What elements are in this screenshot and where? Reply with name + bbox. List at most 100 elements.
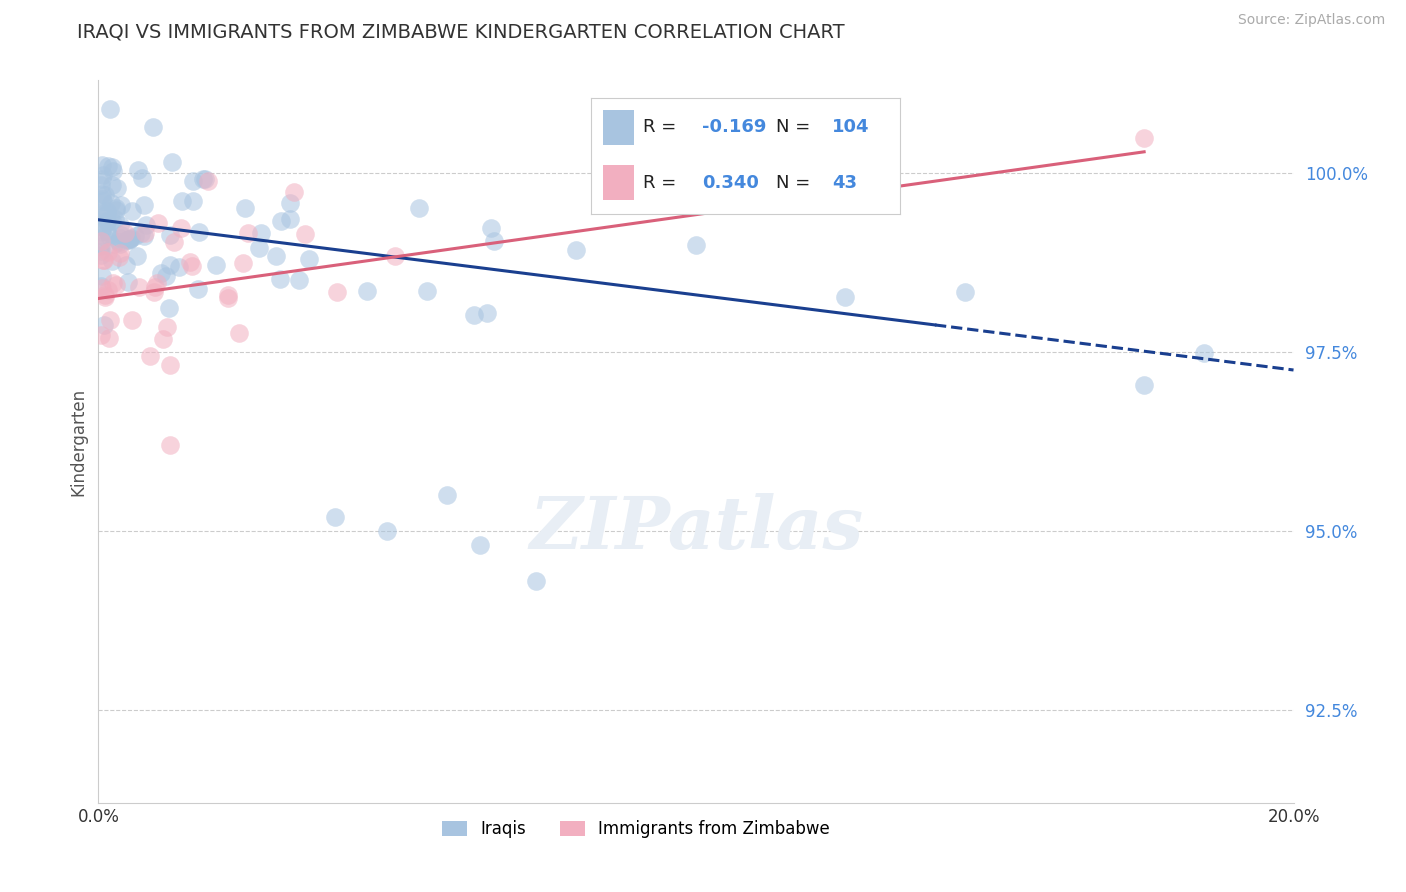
Point	[278, 195, 301, 210]
Point	[118, 233, 141, 247]
Point	[298, 252, 321, 266]
Point	[139, 349, 162, 363]
Point	[194, 171, 217, 186]
Point	[356, 284, 378, 298]
Point	[159, 438, 181, 452]
Point	[408, 201, 430, 215]
Point	[90, 248, 112, 262]
Point	[121, 203, 143, 218]
Point	[100, 195, 122, 210]
Point	[105, 277, 128, 292]
Point	[93, 230, 115, 244]
Point	[90, 239, 112, 253]
Point	[326, 285, 349, 299]
Point	[270, 214, 292, 228]
Point	[93, 253, 115, 268]
Point	[91, 168, 114, 182]
Point	[323, 509, 346, 524]
Point	[90, 234, 112, 248]
Point	[468, 538, 491, 552]
Point	[565, 243, 588, 257]
Point	[127, 162, 149, 177]
Point	[524, 574, 547, 588]
Text: N =: N =	[776, 118, 810, 136]
Point	[101, 214, 124, 228]
Point	[91, 269, 114, 284]
Point	[159, 258, 181, 272]
Point	[90, 279, 112, 293]
Point	[91, 194, 114, 208]
Point	[118, 232, 141, 246]
Point	[108, 235, 131, 249]
Point	[294, 227, 316, 241]
Point	[187, 225, 209, 239]
Point	[114, 226, 136, 240]
Text: Source: ZipAtlas.com: Source: ZipAtlas.com	[1237, 13, 1385, 28]
Point	[249, 227, 271, 241]
Point	[228, 326, 250, 341]
Point	[233, 201, 256, 215]
Text: R =: R =	[643, 174, 676, 192]
Point	[96, 159, 118, 173]
Point	[436, 488, 458, 502]
Point	[96, 214, 118, 228]
Point	[120, 231, 142, 245]
Point	[159, 358, 181, 372]
Text: IRAQI VS IMMIGRANTS FROM ZIMBABWE KINDERGARTEN CORRELATION CHART: IRAQI VS IMMIGRANTS FROM ZIMBABWE KINDER…	[77, 22, 845, 41]
Point	[98, 102, 121, 116]
Point	[1133, 130, 1156, 145]
Point	[264, 249, 287, 263]
Point	[108, 231, 131, 245]
Point	[142, 285, 165, 300]
Point	[104, 202, 127, 216]
Point	[288, 273, 311, 287]
Point	[101, 253, 124, 268]
Point	[97, 283, 120, 297]
Point	[159, 301, 181, 316]
Point	[101, 161, 124, 175]
Point	[218, 291, 240, 305]
Point	[108, 250, 131, 264]
Point	[384, 249, 406, 263]
Point	[155, 269, 177, 284]
Point	[167, 260, 190, 274]
Point	[375, 524, 398, 538]
Point	[416, 284, 439, 298]
Point	[247, 241, 270, 255]
Point	[90, 204, 112, 219]
Point	[96, 207, 118, 221]
Point	[132, 228, 155, 243]
Point	[90, 225, 112, 239]
Point	[91, 281, 114, 295]
Point	[181, 194, 204, 209]
Y-axis label: Kindergarten: Kindergarten	[69, 387, 87, 496]
Point	[146, 216, 169, 230]
Point	[115, 233, 138, 247]
Point	[217, 287, 239, 301]
Point	[91, 253, 114, 268]
Point	[685, 238, 707, 252]
Text: ZIPatlas: ZIPatlas	[529, 492, 863, 564]
Point	[91, 158, 114, 172]
Point	[131, 171, 153, 186]
Point	[132, 198, 155, 212]
Point	[110, 227, 132, 242]
Point	[90, 178, 112, 192]
Point	[159, 228, 181, 243]
Point	[124, 228, 146, 243]
Point	[104, 211, 127, 226]
Point	[146, 276, 169, 290]
Point	[90, 192, 112, 206]
Point	[149, 266, 172, 280]
Text: 0.340: 0.340	[702, 174, 759, 192]
Point	[96, 224, 118, 238]
Point	[204, 258, 226, 272]
Legend: Iraqis, Immigrants from Zimbabwe: Iraqis, Immigrants from Zimbabwe	[436, 814, 837, 845]
Point	[479, 220, 502, 235]
Point	[118, 232, 141, 246]
Point	[101, 164, 124, 178]
Point	[91, 172, 114, 186]
Point	[93, 318, 115, 332]
Text: -0.169: -0.169	[702, 118, 766, 136]
Point	[125, 249, 148, 263]
